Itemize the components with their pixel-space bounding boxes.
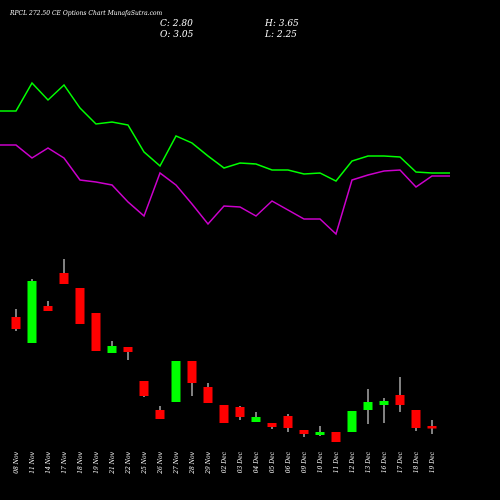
x-tick-label: 27 Nov <box>173 451 180 474</box>
x-tick-label: 18 Dec <box>413 451 420 473</box>
x-tick-label: 03 Dec <box>237 451 244 473</box>
candle-body <box>75 288 85 324</box>
x-tick-label: 11 Nov <box>29 451 36 473</box>
candle-body <box>139 381 149 396</box>
candle-body <box>43 306 53 311</box>
x-tick-label: 19 Dec <box>429 451 436 473</box>
x-tick-label: 10 Dec <box>317 451 324 473</box>
ohlc-label: L: 2.25 <box>264 30 297 40</box>
candle-body <box>123 347 133 352</box>
x-tick-label: 08 Nov <box>13 451 20 473</box>
candle-body <box>187 361 197 383</box>
candle-body <box>427 426 437 429</box>
x-tick-label: 17 Dec <box>397 451 404 473</box>
x-tick-label: 06 Dec <box>285 451 292 473</box>
line <box>0 81 450 182</box>
x-tick-label: 12 Dec <box>349 451 356 473</box>
chart-title: RPCL 272.50 CE Options Chart MunafaSutra… <box>9 10 163 17</box>
candle-body <box>203 387 213 403</box>
candle-body <box>283 416 293 428</box>
x-tick-label: 16 Dec <box>381 451 388 473</box>
x-tick-label: 14 Nov <box>45 451 52 473</box>
candle-body <box>171 361 181 402</box>
x-tick-label: 18 Nov <box>77 451 84 473</box>
x-tick-label: 21 Nov <box>109 451 116 474</box>
candle-body <box>91 313 101 351</box>
candle-body <box>11 317 21 329</box>
candle-body <box>411 410 421 428</box>
candle-body <box>379 401 389 405</box>
ohlc-label: C: 2.80 <box>160 19 193 29</box>
candle-body <box>267 423 277 427</box>
ohlc-label: H: 3.65 <box>264 19 299 29</box>
x-tick-label: 04 Dec <box>253 451 260 473</box>
candle-body <box>251 417 261 422</box>
x-tick-label: 28 Nov <box>189 451 196 474</box>
x-tick-label: 09 Dec <box>301 451 308 473</box>
line <box>0 144 450 236</box>
x-tick-label: 02 Dec <box>221 451 228 473</box>
x-tick-label: 19 Nov <box>93 451 100 473</box>
x-tick-label: 22 Nov <box>125 451 132 474</box>
x-tick-label: 29 Nov <box>205 451 212 474</box>
candle-body <box>107 346 117 353</box>
candle-body <box>27 281 37 343</box>
x-tick-label: 25 Nov <box>141 451 148 474</box>
x-tick-label: 11 Dec <box>333 451 340 473</box>
candle-body <box>155 410 165 419</box>
x-tick-label: 17 Nov <box>61 451 68 473</box>
candle-body <box>363 402 373 410</box>
x-tick-label: 26 Nov <box>157 451 164 474</box>
x-tick-label: 13 Dec <box>365 451 372 473</box>
candle-body <box>315 432 325 435</box>
candle-body <box>219 405 229 423</box>
candle-body <box>331 432 341 442</box>
candle-body <box>347 411 357 432</box>
x-tick-label: 05 Dec <box>269 451 276 473</box>
ohlc-label: O: 3.05 <box>160 30 194 40</box>
candle-body <box>235 407 245 417</box>
candle-body <box>59 273 69 284</box>
candle-body <box>395 395 405 405</box>
candle-body <box>299 430 309 434</box>
